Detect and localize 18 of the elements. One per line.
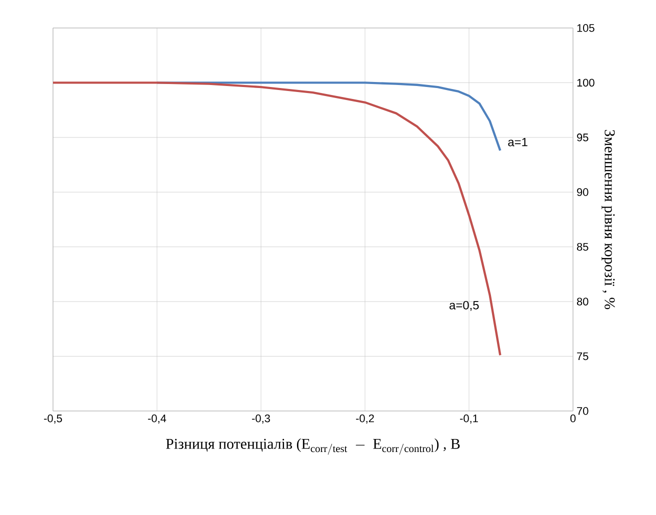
y-tick-label: 90 [577,188,588,196]
annotation: a=0,5 [450,300,479,311]
x-tick-label: -0,5 [44,414,62,424]
y-tick-label: 105 [577,24,594,32]
y-tick-label: 100 [577,78,594,87]
x-tick-label: -0,2 [356,414,374,424]
x-tick-label: -0,1 [460,414,478,424]
y-tick-label: 95 [577,134,588,142]
x-tick-label: -0,4 [148,414,166,424]
y-axis-title: Зменшення рівня корозії , % [602,130,615,310]
y-tick-label: 85 [576,242,588,251]
x-tick-label: 0 [570,414,576,422]
x-tick-label: -0,3 [252,414,270,424]
x-axis-title: $\text{Різниця потенціалів (}\mathrm{E_{corr/test}\ -\ E_{corr/control}}\text{) , В}$ [166,438,460,455]
y-tick-label: 80 [576,298,588,306]
y-tick-label: 75 [577,352,588,360]
y-tick-label: 70 [577,407,588,415]
annotation: a=1 [508,138,528,146]
